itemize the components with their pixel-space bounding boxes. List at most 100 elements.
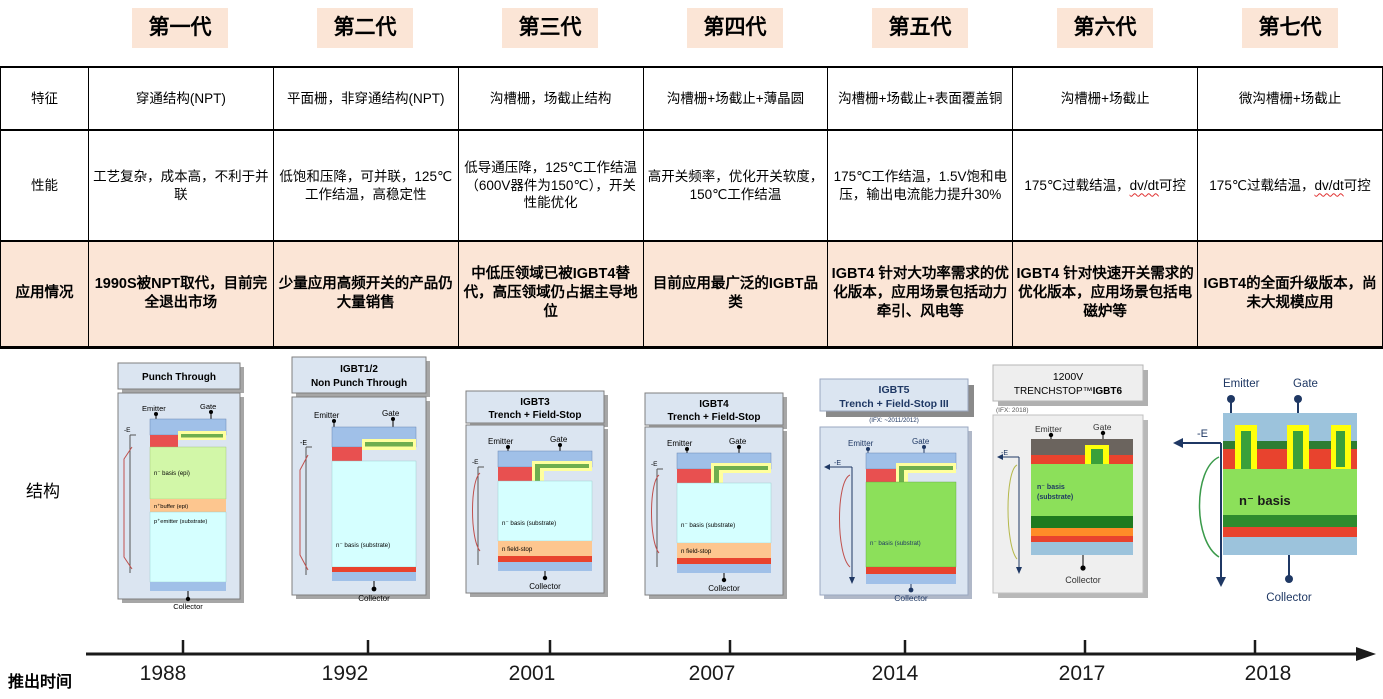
igbt-comparison-table: 特征 穿通结构(NPT) 平面栅，非穿通结构(NPT) 沟槽栅，场截止结构 沟槽… [0,66,1383,349]
n-basis-layer [1031,463,1133,516]
spellcheck-underlined-text: dv/dt [1129,177,1159,193]
emitter-label: Emitter [1035,424,1062,434]
timeline-arrowhead [1356,646,1376,661]
performance-cell-gen2: 低饱和压降，可并联，125℃工作结温，高稳定性 [272,129,459,242]
n-basis-layer [865,481,957,567]
year-gen6: 2017 [1058,661,1106,685]
p-collector-layer [332,566,416,572]
field-profile-curve [299,454,309,570]
emitter-label: Emitter [667,439,693,448]
field-stop-layer [1031,527,1133,536]
application-cell-gen3: 中低压领域已被IGBT4替代，高压领域仍占据主导地位 [457,240,644,349]
timeline-arrow [86,639,1376,661]
row-label-launch-time: 推出时间 [8,673,73,691]
collector-label: Collector [529,582,561,591]
layer-label: n⁻ basis [1037,484,1065,491]
layer-label: n⁻ basis (substrate) [681,522,735,529]
structure-diagram-gen5-igbt5: IGBT5 Trench + Field-Stop III (IFX: ~201… [819,378,974,603]
p-collector-layer [677,557,771,564]
layer-label: p⁺emitter (substrate) [154,518,207,525]
field-stop-layer [677,542,771,558]
minus-e-label: -E [1001,450,1008,457]
layer-label: n⁻ basis (substrat) [870,540,921,547]
diagram-title: Trench + Field-Stop [667,412,760,423]
emitter-label: Emitter [142,404,166,413]
collector-label: Collector [1266,592,1312,604]
gate-poly-layer [714,465,768,470]
collector-metal-layer [677,563,771,573]
year-gen4: 2007 [688,661,736,685]
collector-metal-layer [498,561,592,571]
diagram-title: IGBT6 [1093,386,1123,397]
row-label-performance: 性能 [0,129,89,242]
field-profile-curve [1007,464,1018,559]
collector-metal-layer [1223,536,1357,555]
layer-label: n⁺buffer (epi) [154,503,188,510]
year-gen2: 1992 [321,661,369,685]
year-gen7: 2018 [1244,661,1292,685]
timeline [0,636,1383,662]
year-gen1: 1988 [139,661,187,685]
p-collector-layer [866,566,956,574]
trench-gate-poly [1293,430,1303,471]
year-gen5: 2014 [871,661,919,685]
performance-text: 可控 [1158,177,1186,193]
application-cell-gen5: IGBT4 针对大功率需求的优化版本，应用场景包括动力牵引、风电等 [827,240,1014,349]
gate-label: Gate [1293,378,1318,390]
minus-e-label: -E [834,460,841,467]
diagram-title: Trench + Field-Stop [488,410,581,421]
p-body-layer [1031,454,1133,464]
minus-e-label: -E [472,459,479,466]
generation-header-6: 第六代 [1057,8,1153,48]
layer-label: n field-stop [502,546,533,553]
performance-cell-gen7: 175℃过载结温，dv/dt可控 [1197,129,1383,242]
feature-cell-gen3: 沟槽栅，场截止结构 [457,66,644,131]
feature-cell-gen5: 沟槽栅+场截止+表面覆盖铜 [827,66,1014,131]
trench-gate-poly [1241,430,1251,471]
performance-cell-gen3: 低导通压降，125℃工作结温（600V器件为150℃），开关性能优化 [457,129,644,242]
spellcheck-underlined-text: dv/dt [1314,177,1344,193]
p-body-layer [677,468,711,483]
p-body-layer [150,434,178,447]
diagram-brand: TRENCHSTOP™ [1014,386,1093,397]
layer-label: n⁻ basis (substrate) [336,542,390,549]
p-body-layer [332,446,362,461]
gate-poly-layer [899,465,953,470]
performance-cell-gen6: 175℃过载结温，dv/dt可控 [1012,129,1199,242]
minus-e-label: -E [1197,428,1208,440]
gate-label: Gate [1093,422,1112,432]
layer-label: n⁻ basis (substrate) [502,520,556,527]
gate-label: Gate [912,437,930,446]
collector-metal-layer [150,581,226,591]
generation-header-2: 第二代 [317,8,413,48]
diagram-title: Trench + Field-Stop III [839,398,948,410]
collector-metal-layer [866,573,956,584]
application-cell-gen4: 目前应用最广泛的IGBT品类 [642,240,829,349]
p-collector-layer [1223,526,1357,537]
layer-label: n⁻ basis [1239,493,1291,508]
structure-diagram-gen2-npt: IGBT1/2 Non Punch Through Emitter Gate -… [291,356,430,603]
table-row-feature: 特征 穿通结构(NPT) 平面栅，非穿通结构(NPT) 沟槽栅，场截止结构 沟槽… [0,66,1383,131]
gate-label: Gate [550,435,568,444]
collector-label: Collector [173,602,203,611]
feature-cell-gen1: 穿通结构(NPT) [88,66,274,131]
p-body-layer [498,466,532,481]
generation-header-3: 第三代 [502,8,598,48]
structure-diagram-gen4-igbt4: IGBT4 Trench + Field-Stop Emitter Gate -… [644,392,787,599]
diagram-subtitle: (IFX: ~2011/2012) [869,417,919,424]
emitter-label: Emitter [314,411,340,420]
structure-diagram-gen7-micro-trench: Emitter Gate -E n⁻ basis Collector [1173,378,1357,604]
performance-cell-gen5: 175℃工作结温，1.5V饱和电压，输出电流能力提升30% [827,129,1014,242]
emitter-label: Emitter [1223,378,1260,390]
dark-green-layer [1223,514,1357,527]
p-collector-layer [1031,535,1133,542]
minus-e-label: -E [651,461,658,468]
structure-diagram-gen1-punch-through: Punch Through Emitter Gate -E n⁻ basis (… [117,362,244,611]
year-gen3: 2001 [508,661,556,685]
gate-label: Gate [200,402,216,411]
collector-metal-layer [332,571,416,581]
p-emitter-substrate-layer [149,511,227,582]
diagram-title: 1200V [1053,371,1083,383]
diagram-title: Punch Through [142,372,216,383]
